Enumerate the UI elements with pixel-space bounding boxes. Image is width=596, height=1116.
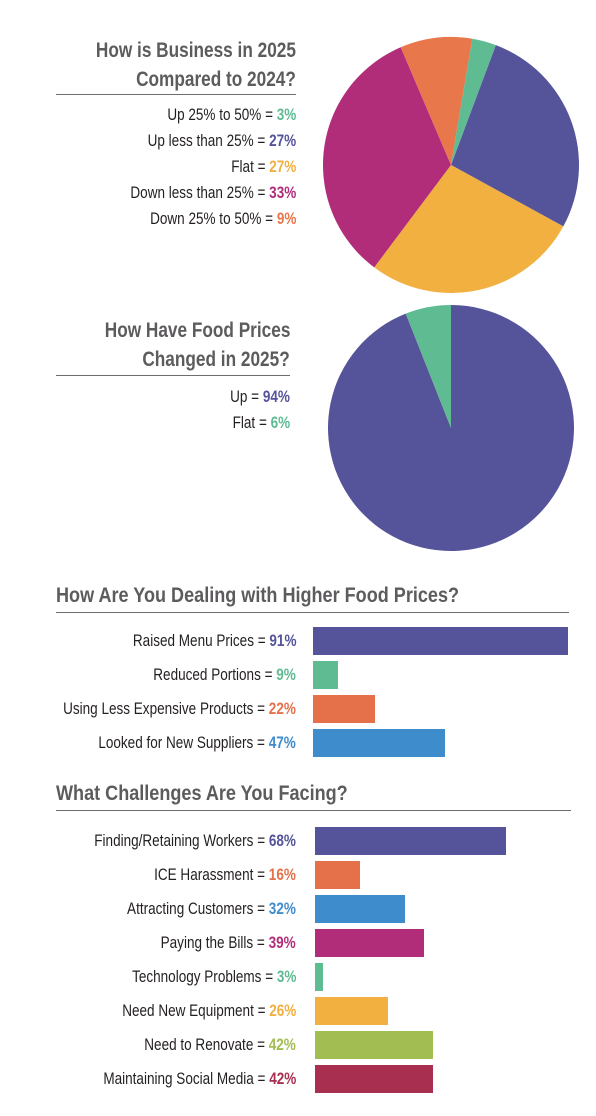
- bar-value: 47%: [268, 734, 296, 752]
- higher-prices-bar-title: How Are You Dealing with Higher Food Pri…: [56, 584, 460, 607]
- bar-label: Technology Problems = 3%: [0, 963, 296, 991]
- bar: [315, 827, 506, 855]
- bar-value: 3%: [276, 968, 296, 986]
- legend-value: 9%: [276, 210, 296, 228]
- bar: [315, 963, 324, 991]
- bar-value: 9%: [276, 666, 296, 684]
- bar-label: Need to Renovate = 42%: [0, 1031, 296, 1059]
- legend-value: 33%: [268, 184, 296, 202]
- bar: [315, 861, 360, 889]
- food-prices-pie-legend: Up = 94% Flat = 6%: [40, 384, 290, 436]
- bar-label-text: ICE Harassment =: [154, 866, 269, 884]
- bar-label: ICE Harassment = 16%: [0, 861, 296, 889]
- challenges-bar-rule: [56, 810, 571, 811]
- legend-label: Up 25% to 50% =: [166, 106, 277, 124]
- legend-label: Down 25% to 50% =: [149, 210, 277, 228]
- bar-label: Attracting Customers = 32%: [0, 895, 296, 923]
- legend-label: Flat =: [230, 158, 269, 176]
- business-pie-chart: [323, 37, 579, 293]
- bar: [315, 895, 405, 923]
- legend-entry: Down 25% to 50% = 9%: [40, 206, 296, 232]
- bar-label: Need New Equipment = 26%: [0, 997, 296, 1025]
- pie-slice: [451, 38, 496, 165]
- bar-label-text: Technology Problems =: [131, 968, 277, 986]
- legend-value: 27%: [268, 158, 296, 176]
- business-pie-title-line2: Compared to 2024?: [136, 68, 296, 91]
- food-prices-pie-title: How Have Food Prices Changed in 2025?: [40, 316, 290, 374]
- food-prices-pie-rule: [56, 375, 290, 376]
- pie-slice: [405, 305, 451, 428]
- higher-prices-bar-rule: [56, 612, 569, 613]
- bar-value: 32%: [268, 900, 296, 918]
- food-prices-pie-title-line1: How Have Food Prices: [104, 319, 290, 342]
- bar-value: 16%: [268, 866, 296, 884]
- business-pie-rule: [56, 94, 296, 95]
- bar-label: Paying the Bills = 39%: [0, 929, 296, 957]
- bar: [315, 997, 388, 1025]
- legend-entry: Flat = 6%: [40, 410, 290, 436]
- pie-slice: [374, 165, 564, 293]
- challenges-bar-title: What Challenges Are You Facing?: [56, 782, 348, 805]
- legend-label: Up less than 25% =: [147, 132, 269, 150]
- legend-entry: Flat = 27%: [40, 154, 296, 180]
- bar: [313, 729, 445, 757]
- food-prices-pie-title-line2: Changed in 2025?: [142, 348, 290, 371]
- legend-value: 94%: [262, 388, 290, 406]
- bar-value: 39%: [268, 934, 296, 952]
- bar-value: 22%: [268, 700, 296, 718]
- pie-slice: [451, 45, 579, 227]
- legend-label: Down less than 25% =: [130, 184, 269, 202]
- bar-value: 42%: [268, 1036, 296, 1054]
- bar-value: 42%: [268, 1070, 296, 1088]
- bar: [313, 627, 568, 655]
- bar-label-text: Looked for New Suppliers =: [98, 734, 269, 752]
- bar-label-text: Raised Menu Prices =: [132, 632, 269, 650]
- food-prices-pie-chart: [328, 305, 574, 551]
- business-pie-title-line1: How is Business in 2025: [95, 39, 296, 62]
- bar-label: Using Less Expensive Products = 22%: [0, 695, 296, 723]
- legend-entry: Up 25% to 50% = 3%: [40, 102, 296, 128]
- pie-slice: [400, 37, 473, 165]
- bar: [313, 695, 375, 723]
- business-pie-title: How is Business in 2025 Compared to 2024…: [40, 36, 296, 94]
- bar-label-text: Attracting Customers =: [127, 900, 269, 918]
- bar-label-text: Need to Renovate =: [144, 1036, 269, 1054]
- legend-entry: Up = 94%: [40, 384, 290, 410]
- legend-label: Flat =: [232, 414, 271, 432]
- bar-label: Raised Menu Prices = 91%: [0, 627, 296, 655]
- bar: [315, 929, 425, 957]
- legend-value: 27%: [268, 132, 296, 150]
- bar-label: Reduced Portions = 9%: [0, 661, 296, 689]
- legend-entry: Down less than 25% = 33%: [40, 180, 296, 206]
- bar: [313, 661, 339, 689]
- bar-label-text: Paying the Bills =: [160, 934, 269, 952]
- legend-value: 3%: [276, 106, 296, 124]
- legend-entry: Up less than 25% = 27%: [40, 128, 296, 154]
- bar-label: Finding/Retaining Workers = 68%: [0, 827, 296, 855]
- bar: [315, 1031, 433, 1059]
- legend-value: 6%: [270, 414, 290, 432]
- bar-value: 91%: [268, 632, 296, 650]
- bar-value: 68%: [268, 832, 296, 850]
- bar-label-text: Need New Equipment =: [121, 1002, 269, 1020]
- bar-label-text: Finding/Retaining Workers =: [94, 832, 269, 850]
- bar: [315, 1065, 433, 1093]
- legend-label: Up =: [230, 388, 263, 406]
- pie-slice: [323, 47, 451, 268]
- bar-label-text: Reduced Portions =: [153, 666, 277, 684]
- bar-label-text: Maintaining Social Media =: [103, 1070, 269, 1088]
- bar-label: Looked for New Suppliers = 47%: [0, 729, 296, 757]
- bar-label: Maintaining Social Media = 42%: [0, 1065, 296, 1093]
- bar-value: 26%: [268, 1002, 296, 1020]
- business-pie-legend: Up 25% to 50% = 3% Up less than 25% = 27%…: [40, 102, 296, 232]
- bar-label-text: Using Less Expensive Products =: [63, 700, 269, 718]
